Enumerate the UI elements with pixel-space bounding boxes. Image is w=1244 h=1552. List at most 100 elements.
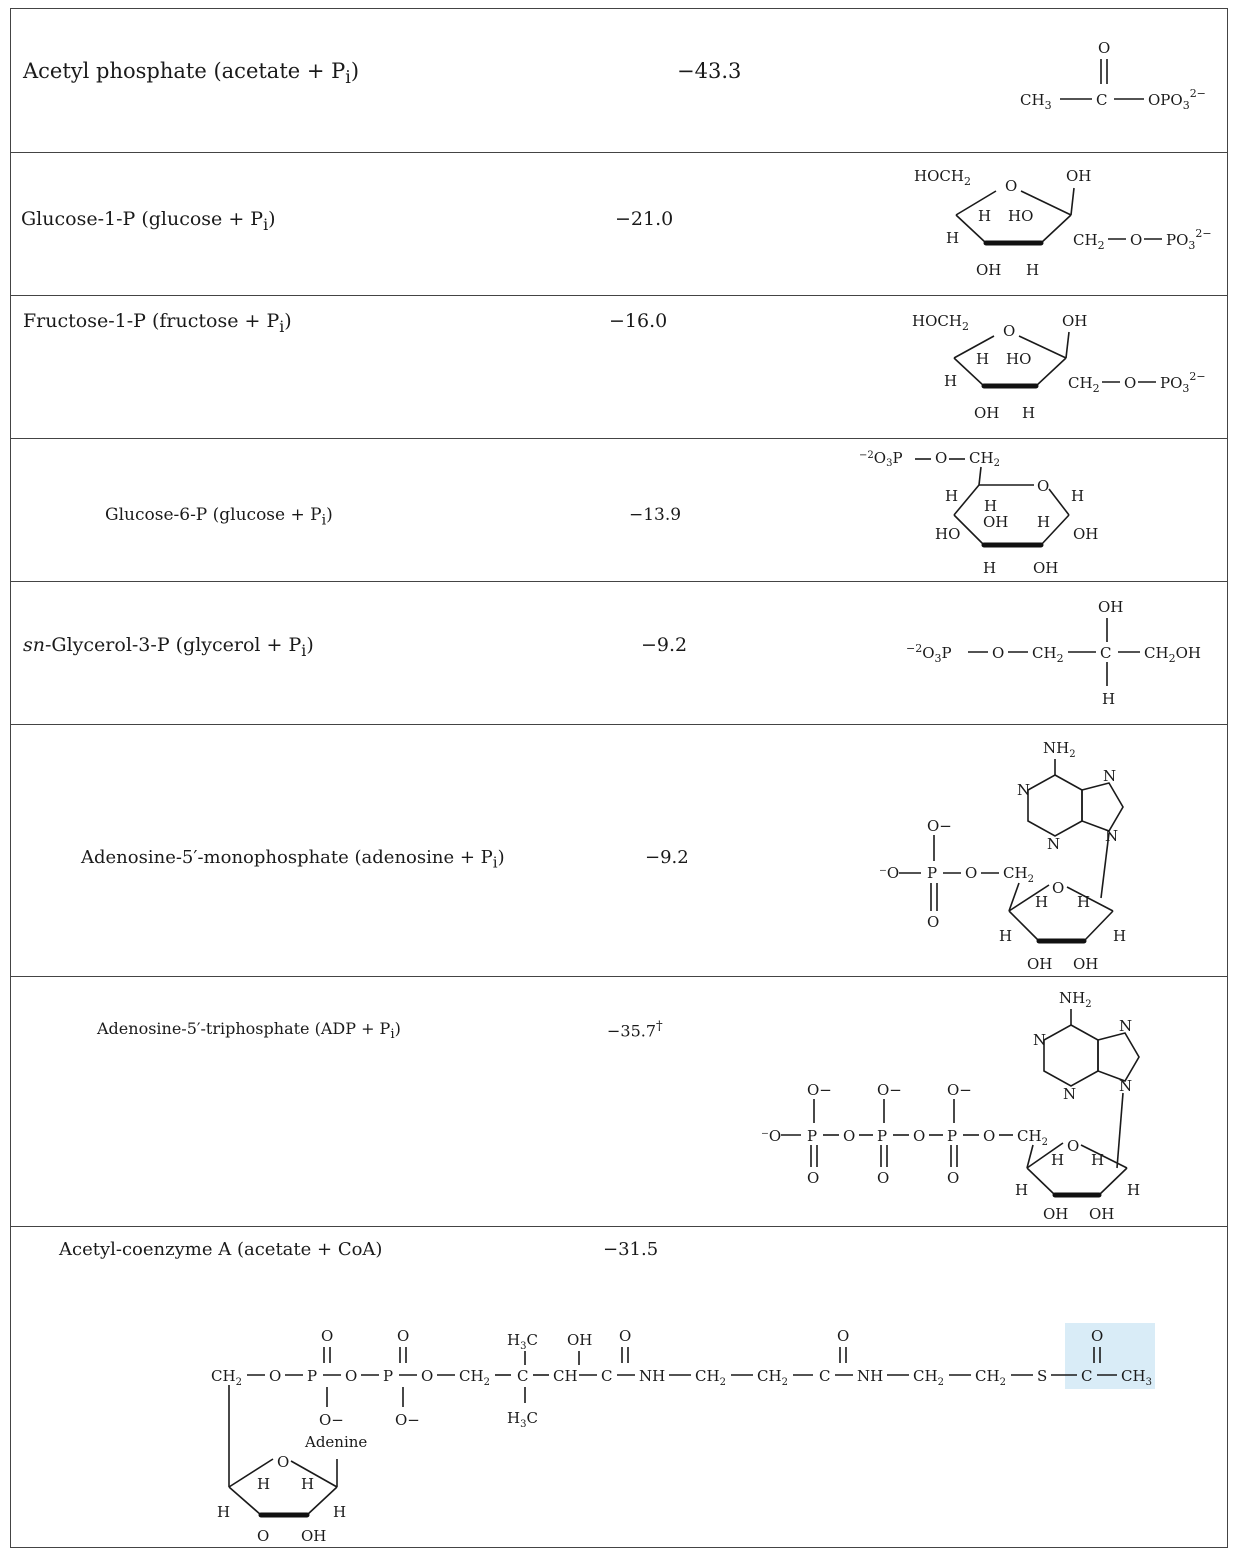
svg-text:OH: OH bbox=[1062, 312, 1087, 330]
svg-text:O: O bbox=[1003, 322, 1015, 340]
glycerol-3-phosphate-structure: OH −2O3P O CH2 C CH2OH H bbox=[906, 598, 1201, 708]
svg-text:H: H bbox=[984, 497, 997, 515]
svg-text:H: H bbox=[976, 350, 989, 368]
svg-text:H: H bbox=[1051, 1151, 1064, 1169]
svg-text:N: N bbox=[1103, 767, 1116, 785]
table-row: sn-Glycerol-3-P (glycerol + Pi) −9.2 OH … bbox=[11, 581, 1227, 724]
svg-text:OH: OH bbox=[974, 404, 999, 422]
svg-text:H3C: H3C bbox=[507, 1409, 538, 1430]
svg-text:H: H bbox=[1022, 404, 1035, 422]
svg-text:S: S bbox=[1037, 1367, 1047, 1385]
compound-name: Adenosine-5′-triphosphate (ADP + Pi) bbox=[97, 1019, 401, 1043]
svg-text:O: O bbox=[807, 1169, 819, 1187]
svg-text:CH: CH bbox=[553, 1367, 578, 1385]
svg-text:OH: OH bbox=[1043, 1205, 1068, 1223]
svg-text:H: H bbox=[1102, 690, 1115, 708]
delta-g-value: −35.7† bbox=[607, 1019, 663, 1041]
svg-text:OH: OH bbox=[1033, 559, 1058, 577]
table-row: Glucose-1-P (glucose + Pi) −21.0 HOCH2 O… bbox=[11, 152, 1227, 295]
free-energy-table: Acetyl phosphate (acetate + Pi) −43.3 O … bbox=[10, 8, 1228, 1548]
svg-text:N: N bbox=[1063, 1085, 1076, 1103]
svg-text:⁻O: ⁻O bbox=[879, 864, 899, 882]
svg-text:H3C: H3C bbox=[507, 1331, 538, 1352]
svg-text:P: P bbox=[877, 1127, 887, 1145]
svg-text:O: O bbox=[1098, 39, 1110, 57]
svg-text:CH3: CH3 bbox=[1121, 1367, 1152, 1388]
svg-text:NH2: NH2 bbox=[1043, 739, 1076, 760]
svg-text:HO: HO bbox=[935, 525, 960, 543]
svg-text:OH: OH bbox=[567, 1331, 592, 1349]
svg-text:C: C bbox=[1100, 644, 1111, 662]
svg-text:O−: O− bbox=[807, 1081, 832, 1099]
svg-text:CH2: CH2 bbox=[1073, 231, 1105, 252]
svg-text:P: P bbox=[383, 1367, 393, 1385]
svg-text:O: O bbox=[983, 1127, 995, 1145]
svg-text:O−: O− bbox=[319, 1411, 344, 1429]
svg-text:CH2: CH2 bbox=[459, 1367, 490, 1388]
svg-text:O: O bbox=[397, 1327, 409, 1345]
svg-text:OH: OH bbox=[1027, 955, 1052, 973]
svg-text:−2O3P: −2O3P bbox=[859, 449, 903, 469]
svg-text:O: O bbox=[269, 1367, 281, 1385]
svg-text:H: H bbox=[1091, 1151, 1104, 1169]
delta-g-value: −9.2 bbox=[645, 847, 689, 868]
svg-text:CH2: CH2 bbox=[969, 449, 1000, 469]
compound-name: Glucose-1-P (glucose + Pi) bbox=[21, 208, 276, 234]
table-row: Adenosine-5′-monophosphate (adenosine + … bbox=[11, 724, 1227, 976]
svg-text:H: H bbox=[1015, 1181, 1028, 1199]
svg-text:OPO32−: OPO32− bbox=[1148, 87, 1206, 112]
delta-g-value: −9.2 bbox=[641, 634, 688, 656]
svg-text:O: O bbox=[935, 449, 947, 467]
svg-text:H: H bbox=[945, 487, 958, 505]
svg-text:C: C bbox=[1081, 1367, 1092, 1385]
svg-text:N: N bbox=[1017, 781, 1030, 799]
amp-structure: NH2 N N N N O− ⁻O P O O CH2 O bbox=[879, 739, 1126, 973]
svg-text:NH2: NH2 bbox=[1059, 989, 1092, 1010]
svg-text:O: O bbox=[345, 1367, 357, 1385]
svg-text:HOCH2: HOCH2 bbox=[912, 312, 969, 333]
acetyl-coa-structure: CH2 O P O P O CH2 CH C CH C NH CH2 CH2 bbox=[211, 1323, 1155, 1545]
svg-text:HO: HO bbox=[1006, 350, 1031, 368]
compound-name: Fructose-1-P (fructose + Pi) bbox=[23, 310, 292, 336]
svg-text:PO32−: PO32− bbox=[1166, 227, 1212, 252]
svg-text:CH2: CH2 bbox=[1068, 374, 1100, 395]
svg-text:O: O bbox=[321, 1327, 333, 1345]
svg-text:OH: OH bbox=[1066, 167, 1091, 185]
svg-text:H: H bbox=[999, 927, 1012, 945]
svg-text:O: O bbox=[843, 1127, 855, 1145]
svg-text:O: O bbox=[947, 1169, 959, 1187]
svg-text:C: C bbox=[819, 1367, 830, 1385]
svg-text:H: H bbox=[946, 229, 959, 247]
svg-text:H: H bbox=[1071, 487, 1084, 505]
svg-text:O: O bbox=[257, 1527, 269, 1545]
acetyl-phosphate-structure: O CH3 C OPO32− bbox=[1020, 39, 1206, 112]
fructose-1-phosphate-structure: HOCH2 O OH H HO H OH H CH2 O PO32− bbox=[912, 312, 1206, 422]
svg-text:O: O bbox=[1037, 477, 1049, 495]
delta-g-value: −21.0 bbox=[615, 208, 674, 230]
svg-text:O: O bbox=[1005, 177, 1017, 195]
svg-text:O−: O− bbox=[877, 1081, 902, 1099]
atp-structure: NH2 N N N N O− O− O− ⁻O P O P O bbox=[761, 989, 1140, 1223]
svg-text:HOCH2: HOCH2 bbox=[914, 167, 971, 188]
svg-text:CH2: CH2 bbox=[975, 1367, 1006, 1388]
svg-text:O: O bbox=[1052, 879, 1064, 897]
svg-text:CH2: CH2 bbox=[211, 1367, 242, 1388]
svg-text:H: H bbox=[1035, 893, 1048, 911]
svg-text:O: O bbox=[965, 864, 977, 882]
svg-text:Adenine: Adenine bbox=[304, 1433, 367, 1451]
svg-text:CH2: CH2 bbox=[695, 1367, 726, 1388]
svg-text:O: O bbox=[1130, 231, 1142, 249]
compound-name: Acetyl phosphate (acetate + Pi) bbox=[23, 59, 360, 89]
svg-text:H: H bbox=[301, 1475, 314, 1493]
svg-text:NH: NH bbox=[639, 1367, 665, 1385]
svg-text:O: O bbox=[277, 1453, 289, 1471]
svg-text:CH2: CH2 bbox=[913, 1367, 944, 1388]
svg-text:H: H bbox=[257, 1475, 270, 1493]
svg-text:PO32−: PO32− bbox=[1160, 370, 1206, 395]
svg-text:O: O bbox=[913, 1127, 925, 1145]
compound-name: Adenosine-5′-monophosphate (adenosine + … bbox=[81, 847, 505, 872]
svg-text:OH: OH bbox=[983, 513, 1008, 531]
table-row: Fructose-1-P (fructose + Pi) −16.0 HOCH2… bbox=[11, 295, 1227, 438]
svg-text:O−: O− bbox=[395, 1411, 420, 1429]
delta-g-value: −13.9 bbox=[629, 505, 682, 525]
